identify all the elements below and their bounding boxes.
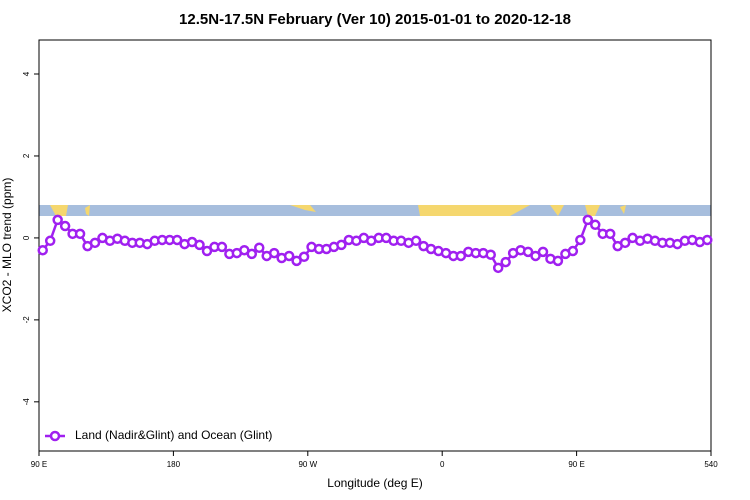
data-point bbox=[522, 246, 534, 258]
data-point bbox=[52, 214, 63, 226]
data-point bbox=[194, 239, 205, 251]
data-point bbox=[268, 247, 280, 259]
x-tick-label: 540 bbox=[704, 460, 718, 469]
data-point bbox=[590, 219, 601, 231]
data-point bbox=[74, 228, 86, 240]
data-point bbox=[37, 244, 48, 256]
y-tick-label: 4 bbox=[22, 71, 31, 76]
land-patch bbox=[50, 205, 68, 216]
data-point bbox=[604, 228, 616, 240]
x-tick-label: 0 bbox=[440, 460, 445, 469]
data-point bbox=[500, 256, 511, 268]
y-tick-label: -2 bbox=[22, 316, 31, 324]
data-point bbox=[246, 248, 258, 260]
data-point bbox=[567, 245, 579, 257]
x-tick-label: 90 E bbox=[568, 460, 584, 469]
data-point bbox=[283, 250, 295, 262]
land-patch bbox=[550, 205, 564, 216]
data-point bbox=[537, 246, 549, 258]
data-point bbox=[552, 255, 564, 267]
x-tick-label: 90 W bbox=[298, 460, 317, 469]
data-point bbox=[410, 235, 422, 247]
data-point bbox=[254, 242, 265, 254]
chart-title: 12.5N-17.5N February (Ver 10) 2015-01-01… bbox=[179, 11, 571, 28]
data-point bbox=[530, 250, 541, 262]
data-point bbox=[89, 237, 101, 249]
plot-frame bbox=[38, 39, 712, 452]
data-point bbox=[575, 234, 586, 246]
data-point bbox=[492, 262, 504, 274]
data-point bbox=[201, 245, 213, 257]
data-point bbox=[298, 251, 310, 263]
data-point bbox=[619, 237, 631, 249]
legend-marker bbox=[49, 430, 61, 442]
data-point bbox=[44, 235, 56, 247]
land-patch bbox=[418, 205, 530, 216]
data-point bbox=[216, 241, 228, 253]
data-point bbox=[59, 220, 71, 232]
land-patch bbox=[620, 205, 626, 214]
y-tick-label: 2 bbox=[22, 153, 31, 158]
data-point bbox=[171, 234, 183, 246]
data-point bbox=[455, 250, 467, 262]
x-tick-label: 180 bbox=[167, 460, 181, 469]
data-point bbox=[336, 239, 347, 251]
y-axis-label: XCO2 - MLO trend (ppm) bbox=[0, 178, 14, 313]
data-point bbox=[582, 214, 594, 226]
y-tick-label: -4 bbox=[22, 398, 31, 406]
data-point bbox=[485, 249, 496, 260]
data-point bbox=[702, 234, 713, 246]
land-patch bbox=[85, 205, 90, 216]
ocean-strip bbox=[39, 205, 711, 216]
land-patch bbox=[585, 205, 600, 216]
legend-label: Land (Nadir&Glint) and Ocean (Glint) bbox=[75, 428, 272, 442]
x-tick-label: 90 E bbox=[31, 460, 47, 469]
data-point bbox=[291, 255, 302, 267]
map-strip bbox=[39, 205, 711, 216]
y-tick-label: 0 bbox=[22, 235, 31, 240]
land-patch bbox=[290, 205, 316, 212]
x-axis-label: Longitude (deg E) bbox=[327, 476, 422, 490]
